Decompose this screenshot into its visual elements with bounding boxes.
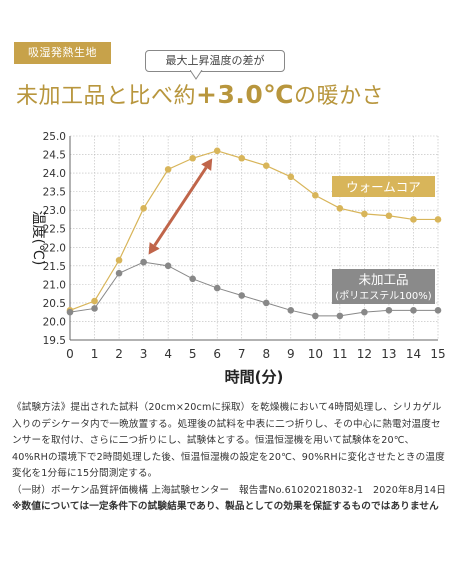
data-point — [262, 162, 270, 169]
legend-box-warmcore — [332, 176, 435, 197]
data-point — [410, 216, 417, 223]
data-point — [238, 154, 246, 162]
note-line: 変化を1分毎に15分間測定する。 — [12, 468, 158, 479]
data-point — [262, 299, 270, 307]
y-axis-label: 温度(℃) — [30, 211, 46, 266]
note-source: （一財）ボーケン品質評価機構 上海試験センター 報告書No.6102021803… — [12, 484, 447, 496]
data-point — [91, 305, 98, 312]
x-tick-label: 4 — [164, 347, 172, 361]
y-tick-label: 19.5 — [43, 335, 66, 347]
data-point — [287, 307, 295, 314]
x-tick-label: 15 — [430, 347, 445, 361]
data-point — [140, 205, 147, 212]
x-tick-label: 5 — [189, 347, 197, 361]
arrow-head-down — [148, 242, 160, 255]
data-point — [213, 284, 221, 292]
note-line: 40%RHの環境下で2時間処理した後、恒温恒湿機の設定を20℃、90%RHに変化… — [12, 451, 445, 463]
data-point — [189, 154, 196, 162]
headline: 未加工品と比べ約+3.0℃の暖かさ — [16, 75, 456, 115]
series-line — [69, 150, 438, 311]
speech-bubble-tail — [190, 70, 203, 80]
headline-value: +3.0℃ — [196, 80, 295, 109]
x-tick-label: 9 — [287, 347, 295, 361]
legend-label-untreated: 未加工品 — [358, 272, 408, 287]
headline-suffix: の暖かさ — [294, 84, 385, 109]
note-line: 《試験方法》提出された試料（20cm×20cmに採取）を乾燥機において4時間処理… — [12, 402, 442, 413]
arrow-head-up — [201, 158, 213, 171]
y-tick-label: 23.0 — [43, 205, 66, 217]
data-point — [164, 262, 172, 270]
legend-box-untreated — [332, 269, 435, 304]
x-axis-label: 時間(分) — [225, 368, 284, 386]
note-disclaimer: ※数値については一定条件下の試験結果であり、製品としての効果を保証するものではあ… — [12, 501, 439, 512]
x-tick-label: 13 — [381, 347, 396, 361]
data-point — [140, 258, 147, 266]
headline-prefix: 未加工品と比べ約 — [16, 84, 197, 109]
y-tick-label: 21.0 — [43, 279, 66, 291]
data-point — [434, 216, 442, 223]
x-tick-label: 11 — [332, 347, 347, 361]
data-point — [410, 307, 417, 314]
y-tick-label: 22.5 — [43, 224, 66, 236]
data-point — [434, 307, 442, 314]
x-tick-label: 12 — [357, 347, 372, 361]
y-tick-label: 25.0 — [43, 131, 66, 143]
data-point — [361, 308, 368, 316]
y-tick-label: 24.5 — [43, 150, 66, 162]
data-point — [115, 256, 123, 264]
data-point — [164, 166, 172, 173]
data-point — [336, 205, 344, 212]
y-tick-label: 21.5 — [43, 261, 66, 273]
x-tick-label: 14 — [406, 347, 421, 361]
y-tick-label: 22.0 — [43, 242, 66, 254]
y-tick-label: 24.0 — [43, 168, 66, 180]
x-tick-label: 2 — [115, 347, 123, 361]
data-point — [385, 212, 393, 220]
y-tick-label: 20.0 — [43, 316, 66, 328]
x-tick-label: 1 — [91, 347, 99, 361]
x-tick-label: 0 — [66, 347, 74, 361]
x-tick-label: 10 — [308, 347, 323, 361]
data-point — [385, 307, 393, 314]
x-tick-label: 6 — [213, 347, 221, 361]
data-point — [287, 173, 295, 181]
legend-label-warmcore: ウォームコア — [346, 180, 421, 195]
fabric-tag: 吸湿発熱生地 — [14, 42, 111, 64]
speech-bubble: 最大上昇温度の差が — [145, 50, 285, 72]
data-point — [238, 292, 246, 299]
data-point — [213, 147, 221, 155]
temperature-chart: 19.5 20.0 20.5 21.0 21.5 22.0 22.5 23.0 23.5 24.0… — [30, 131, 446, 386]
x-tick-label: 3 — [140, 347, 148, 361]
data-point — [66, 308, 74, 316]
data-point — [91, 297, 98, 305]
data-point — [312, 192, 319, 199]
data-point — [189, 275, 196, 283]
difference-arrow — [153, 166, 208, 247]
x-tick-label: 8 — [262, 347, 270, 361]
x-tick-label: 7 — [238, 347, 246, 361]
data-point — [361, 210, 368, 218]
legend-sublabel-untreated: (ポリエステル100%) — [335, 290, 431, 302]
data-point — [115, 269, 123, 277]
y-tick-label: 23.5 — [43, 187, 66, 199]
data-point — [312, 312, 319, 320]
note-line: 入りのデシケータ内で一晩放置する。処理後の試料を中表に二つ折りし、その中心に熱電… — [12, 418, 441, 430]
test-method-notes: 《試験方法》提出された試料（20cm×20cmに採取）を乾燥機において4時間処理… — [12, 400, 464, 516]
series-line — [69, 261, 438, 317]
data-point — [336, 312, 344, 320]
note-line: ンサーを取付け、さらに二つ折りにし、試験体とする。恒温恒湿機を用いて試験体を20… — [12, 435, 415, 446]
y-tick-label: 20.5 — [43, 298, 66, 310]
